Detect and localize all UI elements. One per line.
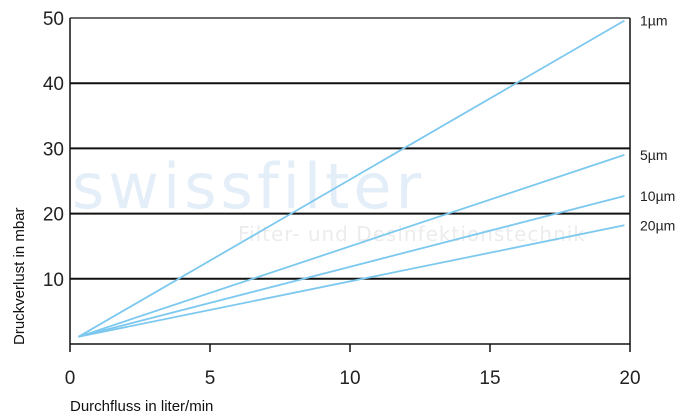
- series-line-1m: [77, 19, 625, 338]
- series-line-10m: [78, 195, 625, 338]
- y-tick-label-20: 20: [43, 205, 64, 226]
- series-line-20m: [78, 224, 625, 338]
- series-labels: 1µm 5µm 10µm 20µm: [640, 13, 675, 234]
- tick-labels: 10 20 30 40 50 0 5 10 15 20: [43, 9, 641, 389]
- x-tick-label-0: 0: [65, 368, 76, 389]
- x-tick-label-15: 15: [479, 368, 500, 389]
- series-label-10m: 10µm: [640, 188, 675, 204]
- x-tick-label-20: 20: [619, 368, 640, 389]
- x-axis-label: Durchfluss in liter/min: [70, 398, 213, 415]
- watermark-brand: swissfilter: [72, 150, 425, 223]
- series-label-1m: 1µm: [640, 13, 668, 29]
- x-tick-label-5: 5: [205, 368, 216, 389]
- y-tick-label-10: 10: [43, 270, 64, 291]
- x-tick-label-10: 10: [339, 368, 360, 389]
- watermark: swissfilter Filter- und Desinfektionstec…: [72, 150, 585, 246]
- series-label-20m: 20µm: [640, 217, 675, 233]
- y-axis-label: Druckverlust in mbar: [11, 207, 28, 345]
- series-label-5m: 5µm: [640, 147, 668, 163]
- y-tick-label-30: 30: [43, 139, 64, 160]
- axes: [69, 18, 631, 352]
- y-tick-label-50: 50: [43, 9, 64, 30]
- series-line-5m: [78, 154, 625, 338]
- series-lines: [77, 19, 625, 338]
- y-tick-label-40: 40: [43, 74, 64, 95]
- grid-lines: [70, 17, 630, 280]
